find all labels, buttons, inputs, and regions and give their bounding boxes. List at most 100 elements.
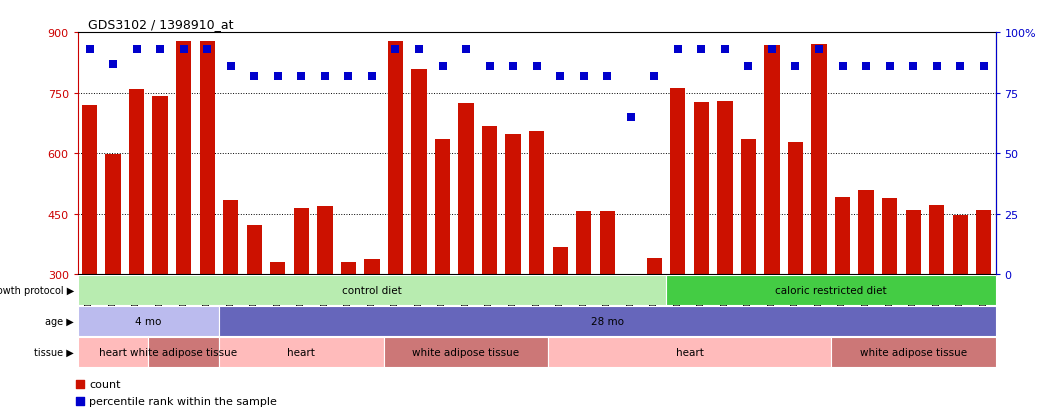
Point: [81, 47, 97, 53]
Bar: [831, 337, 996, 368]
Bar: [670, 89, 685, 396]
Point: [693, 47, 709, 53]
Bar: [364, 259, 380, 396]
Point: [928, 64, 945, 70]
Point: [763, 47, 780, 53]
Bar: [666, 275, 996, 306]
Point: [881, 64, 898, 70]
Text: age ▶: age ▶: [46, 316, 75, 326]
Bar: [435, 139, 450, 396]
Point: [834, 64, 850, 70]
Point: [481, 64, 498, 70]
Bar: [247, 225, 262, 396]
Point: [952, 64, 969, 70]
Bar: [577, 212, 591, 396]
Bar: [176, 42, 191, 396]
Point: [435, 64, 451, 70]
Bar: [859, 190, 874, 396]
Bar: [412, 70, 426, 396]
Text: tissue ▶: tissue ▶: [34, 347, 75, 357]
Text: white adipose tissue: white adipose tissue: [413, 347, 520, 358]
Point: [316, 73, 333, 80]
Bar: [764, 46, 780, 396]
Point: [340, 73, 357, 80]
Bar: [458, 104, 474, 396]
Bar: [129, 90, 144, 396]
Bar: [953, 215, 968, 396]
Bar: [293, 209, 309, 396]
Point: [505, 64, 522, 70]
Bar: [976, 210, 991, 396]
Bar: [811, 45, 826, 396]
Point: [717, 47, 733, 53]
Bar: [388, 42, 403, 396]
Point: [151, 47, 168, 53]
Bar: [106, 154, 120, 396]
Bar: [529, 131, 544, 396]
Bar: [271, 263, 285, 396]
Text: heart: heart: [287, 347, 315, 358]
Bar: [219, 337, 384, 368]
Point: [622, 114, 639, 121]
Bar: [317, 207, 333, 396]
Text: heart: heart: [676, 347, 703, 358]
Text: white adipose tissue: white adipose tissue: [130, 347, 237, 358]
Bar: [599, 212, 615, 396]
Point: [787, 64, 804, 70]
Bar: [341, 263, 356, 396]
Point: [576, 73, 592, 80]
Point: [222, 64, 239, 70]
Point: [411, 47, 427, 53]
Bar: [549, 337, 831, 368]
Point: [175, 47, 192, 53]
Point: [129, 47, 145, 53]
Point: [858, 64, 874, 70]
Bar: [905, 210, 921, 396]
Bar: [384, 337, 549, 368]
Bar: [882, 199, 897, 396]
Point: [528, 64, 545, 70]
Point: [270, 73, 286, 80]
Text: count: count: [89, 379, 120, 389]
Point: [646, 73, 663, 80]
Point: [364, 73, 381, 80]
Point: [246, 73, 262, 80]
Text: GDS3102 / 1398910_at: GDS3102 / 1398910_at: [88, 18, 233, 31]
Bar: [78, 306, 219, 337]
Point: [599, 73, 616, 80]
Bar: [78, 337, 148, 368]
Bar: [482, 126, 497, 396]
Bar: [694, 102, 709, 396]
Text: 28 mo: 28 mo: [591, 316, 623, 327]
Point: [552, 73, 568, 80]
Point: [905, 64, 922, 70]
Bar: [199, 42, 215, 396]
Bar: [718, 102, 732, 396]
Point: [811, 47, 828, 53]
Text: white adipose tissue: white adipose tissue: [860, 347, 966, 358]
Point: [73, 381, 88, 387]
Bar: [788, 142, 803, 396]
Text: caloric restricted diet: caloric restricted diet: [775, 285, 887, 296]
Point: [457, 47, 474, 53]
Bar: [82, 106, 97, 396]
Bar: [553, 247, 568, 396]
Bar: [148, 337, 219, 368]
Bar: [505, 135, 521, 396]
Bar: [835, 197, 850, 396]
Point: [199, 47, 216, 53]
Point: [740, 64, 757, 70]
Bar: [219, 306, 996, 337]
Bar: [740, 139, 756, 396]
Text: growth protocol ▶: growth protocol ▶: [0, 285, 75, 295]
Bar: [78, 275, 666, 306]
Bar: [223, 201, 239, 396]
Point: [387, 47, 403, 53]
Point: [73, 397, 88, 404]
Text: heart: heart: [100, 347, 127, 358]
Point: [293, 73, 310, 80]
Bar: [152, 97, 168, 396]
Point: [976, 64, 992, 70]
Bar: [929, 205, 945, 396]
Text: percentile rank within the sample: percentile rank within the sample: [89, 396, 277, 406]
